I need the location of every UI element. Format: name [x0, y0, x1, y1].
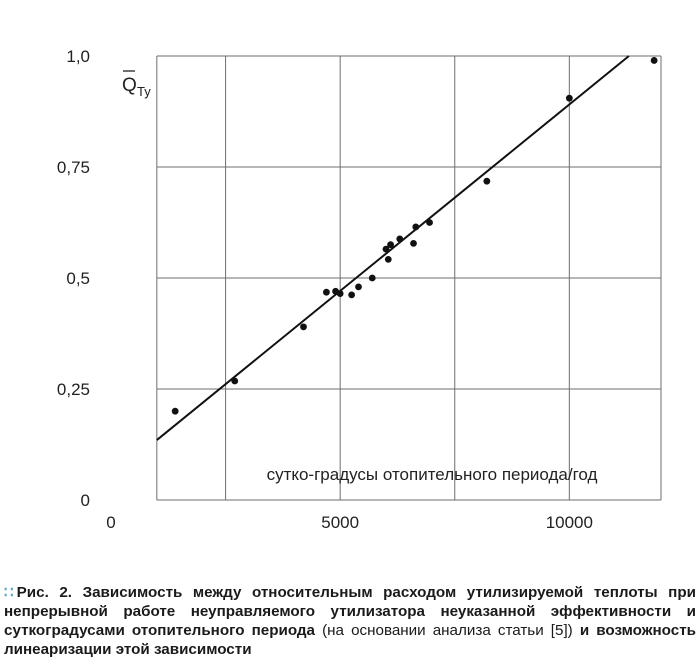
x-tick-labels: 0 5000 10000 — [106, 513, 593, 532]
y-tick-label: 1,0 — [66, 47, 90, 66]
data-point — [426, 219, 433, 226]
y-axis-symbol-main: Q — [122, 75, 137, 96]
data-point — [384, 255, 392, 263]
y-tick-label: 0 — [81, 491, 90, 510]
y-tick-label: 0,5 — [66, 269, 90, 288]
data-points — [171, 57, 658, 415]
data-point — [348, 291, 356, 299]
data-point — [412, 223, 420, 231]
data-point — [410, 239, 417, 247]
caption-bold-text: Зависимость между относительным расходом… — [4, 584, 696, 639]
caption-bullet-icon: ∷ — [4, 584, 14, 601]
data-point — [300, 323, 307, 331]
fit-line — [156, 55, 630, 441]
data-point — [387, 241, 394, 249]
y-tick-label: 0,25 — [57, 380, 90, 399]
chart: 0 0,25 0,5 0,75 1,0 0 5000 10000 сутко-градусы… — [57, 47, 662, 532]
x-axis-title: сутко-градусы отопительного периода/год — [267, 465, 598, 484]
caption-prefix: Рис. 2. — [16, 584, 73, 601]
data-point — [382, 245, 390, 253]
x-tick-label: 0 — [106, 513, 115, 532]
y-tick-label: 0,75 — [57, 158, 90, 177]
data-point — [171, 407, 179, 415]
caption-normal-text: (на основании анализа статьи [5]) — [322, 622, 573, 639]
data-point — [336, 290, 344, 297]
data-point — [368, 274, 376, 282]
x-tick-label: 10000 — [546, 513, 593, 532]
data-point — [650, 57, 658, 64]
data-point — [396, 235, 404, 243]
data-point — [355, 283, 362, 291]
data-point — [483, 177, 491, 185]
figure-caption: ∷ Рис. 2. Зависимость между относительным… — [4, 583, 696, 659]
y-axis-symbol: Q Ту — [122, 70, 151, 99]
data-point — [565, 94, 573, 102]
x-tick-label: 5000 — [321, 513, 359, 532]
data-point — [323, 288, 330, 296]
y-tick-labels: 0 0,25 0,5 0,75 1,0 — [57, 47, 90, 510]
grid — [156, 55, 662, 501]
caption-tail-text: и возможность линеаризации этой зависимо… — [4, 622, 696, 658]
data-point — [231, 377, 239, 385]
y-axis-symbol-subscript: Ту — [137, 84, 151, 99]
